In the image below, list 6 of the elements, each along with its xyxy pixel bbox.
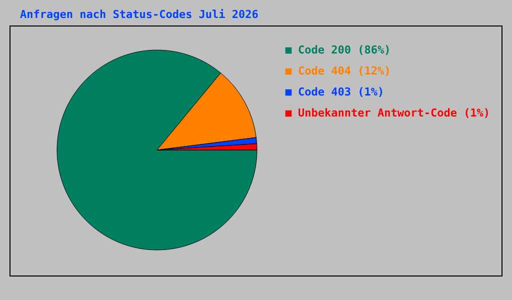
legend-label: Code 403 (1%) (298, 86, 384, 98)
legend-label: Code 200 (86%) (298, 44, 391, 56)
pie-slice (56, 50, 258, 250)
legend-label: Code 404 (12%) (298, 64, 391, 78)
legend-label: Unbekannter Antwort-Code (1%) (298, 106, 490, 120)
chart-title: Anfragen nach Status-Codes Juli 2026 (20, 8, 259, 21)
